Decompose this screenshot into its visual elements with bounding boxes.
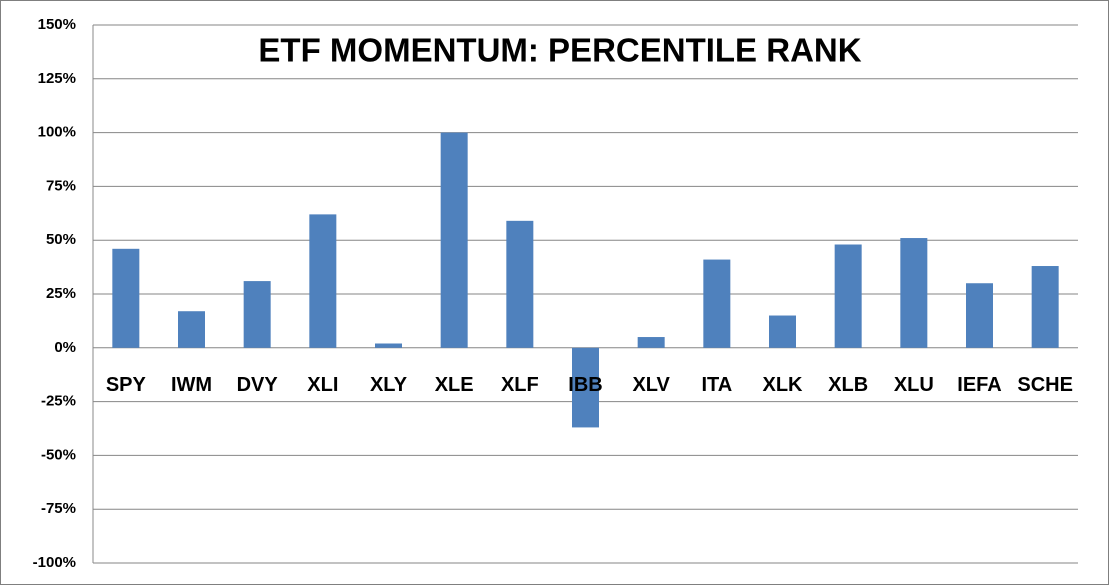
bar [440,132,468,348]
bars [112,132,1059,428]
x-tick-label: XLV [632,374,670,396]
y-tick-label: 100% [38,124,76,141]
x-tick-label: DVY [237,374,279,396]
x-tick-label: XLF [501,374,539,396]
x-tick-label: XLB [828,374,868,396]
x-tick-label: SCHE [1017,374,1073,396]
x-tick-label: ITA [701,374,732,396]
bar [112,248,140,348]
y-tick-label: 150% [38,16,76,33]
bar [243,281,271,348]
y-tick-label: -75% [41,500,76,517]
bar [309,214,337,348]
x-tick-label: XLU [894,374,934,396]
y-tick-label: 75% [46,177,76,194]
y-tick-label: -50% [41,446,76,463]
bar [572,347,599,428]
y-tick-label: -100% [33,554,76,571]
bar [703,259,731,348]
x-tick-label: IWM [171,374,212,396]
y-tick-label: 125% [38,70,76,87]
y-tick-label: 0% [54,339,76,356]
y-tick-label: 50% [46,231,76,248]
bar [834,244,862,348]
y-tick-label: 25% [46,285,76,302]
bar [966,283,993,348]
x-tick-label: IBB [568,374,602,396]
y-tick-label: -25% [41,393,76,410]
bar [1031,266,1059,348]
x-tick-label: XLE [435,374,474,396]
bar [178,311,205,348]
bar [900,238,928,348]
bar [637,337,665,348]
x-tick-label: XLY [370,374,408,396]
x-tick-label: SPY [106,374,147,396]
bar [506,220,534,348]
x-tick-label: XLI [307,374,338,396]
bar [769,315,796,348]
bar [375,343,402,348]
x-tick-label: XLK [763,374,804,396]
chart-title: ETF MOMENTUM: PERCENTILE RANK [258,32,861,69]
x-tick-label: IEFA [957,374,1001,396]
